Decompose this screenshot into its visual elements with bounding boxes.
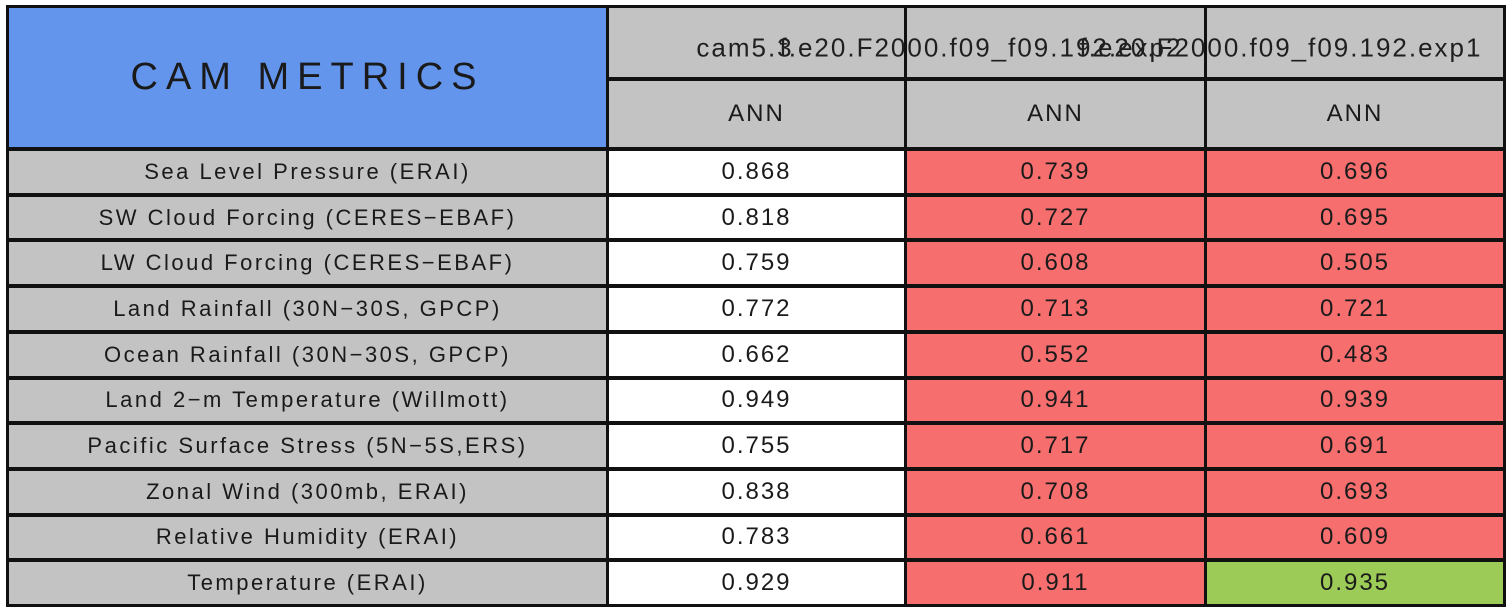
value-cell: 0.552	[907, 333, 1204, 376]
value-cell: 0.721	[1207, 288, 1503, 330]
value-cell: 0.935	[1207, 562, 1503, 604]
metric-label-cell: Pacific Surface Stress (5N−5S,ERS)	[9, 425, 606, 467]
value-cell: 0.691	[1207, 425, 1503, 467]
value-cell: 0.727	[907, 196, 1204, 239]
value-cell: 0.505	[1207, 242, 1503, 285]
value-cell: 0.713	[907, 288, 1204, 330]
season-label: ANN	[728, 100, 785, 127]
value-cell: 0.755	[609, 425, 904, 467]
metric-label-cell: Land Rainfall (30N−30S, GPCP)	[9, 288, 606, 330]
metric-label-cell: SW Cloud Forcing (CERES−EBAF)	[9, 196, 606, 239]
run-header-cell-3	[1207, 8, 1503, 77]
value-cell: 0.483	[1207, 333, 1503, 376]
metric-label-cell: Ocean Rainfall (30N−30S, GPCP)	[9, 333, 606, 376]
table-title-cell: CAM METRICS	[9, 8, 606, 147]
value-cell: 0.949	[609, 379, 904, 422]
season-header-cell-3: ANN	[1207, 81, 1503, 147]
value-cell: 0.708	[907, 470, 1204, 513]
run-header-cell-2	[907, 8, 1204, 77]
value-cell: 0.939	[1207, 379, 1503, 422]
value-cell: 0.838	[609, 470, 904, 513]
value-cell: 0.759	[609, 242, 904, 285]
cam-metrics-table: CAM METRICS ANN ANN ANN Sea Level Pressu…	[6, 5, 1506, 607]
value-cell: 0.783	[609, 516, 904, 559]
value-cell: 0.717	[907, 425, 1204, 467]
metric-label-cell: Temperature (ERAI)	[9, 562, 606, 604]
value-cell: 0.941	[907, 379, 1204, 422]
value-cell: 0.661	[907, 516, 1204, 559]
value-cell: 0.929	[609, 562, 904, 604]
value-cell: 0.695	[1207, 196, 1503, 239]
value-cell: 0.693	[1207, 470, 1503, 513]
metric-label-cell: Relative Humidity (ERAI)	[9, 516, 606, 559]
metric-label-cell: Sea Level Pressure (ERAI)	[9, 151, 606, 193]
value-cell: 0.818	[609, 196, 904, 239]
value-cell: 0.608	[907, 242, 1204, 285]
metric-label-cell: Zonal Wind (300mb, ERAI)	[9, 470, 606, 513]
metric-label-cell: LW Cloud Forcing (CERES−EBAF)	[9, 242, 606, 285]
value-cell: 0.868	[609, 151, 904, 193]
value-cell: 0.609	[1207, 516, 1503, 559]
metric-label-cell: Land 2−m Temperature (Willmott)	[9, 379, 606, 422]
season-header-cell-2: ANN	[907, 81, 1204, 147]
value-cell: 0.911	[907, 562, 1204, 604]
value-cell: 0.696	[1207, 151, 1503, 193]
table-title: CAM METRICS	[130, 56, 485, 98]
run-header-cell-1	[609, 8, 904, 77]
value-cell: 0.739	[907, 151, 1204, 193]
season-label: ANN	[1027, 100, 1084, 127]
value-cell: 0.772	[609, 288, 904, 330]
value-cell: 0.662	[609, 333, 904, 376]
season-header-cell-1: ANN	[609, 81, 904, 147]
season-label: ANN	[1326, 100, 1384, 127]
